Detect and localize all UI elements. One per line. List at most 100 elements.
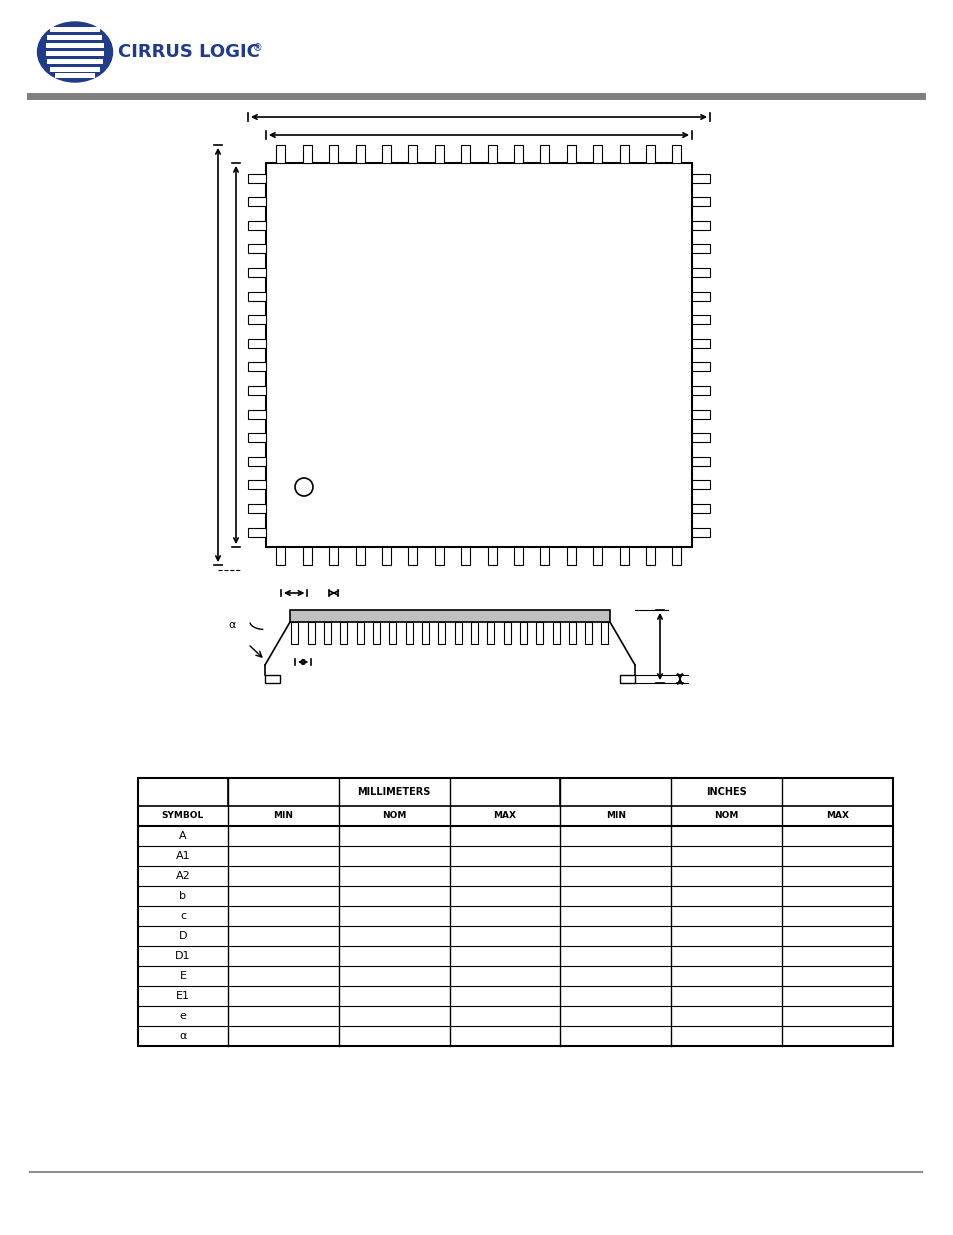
Bar: [437, 622, 445, 643]
Text: A2: A2: [175, 871, 191, 881]
Bar: [691, 221, 709, 230]
Bar: [329, 144, 338, 163]
Bar: [691, 245, 709, 253]
Text: E: E: [179, 971, 186, 981]
Bar: [408, 547, 417, 564]
Bar: [487, 622, 494, 643]
Bar: [691, 291, 709, 300]
Bar: [619, 676, 635, 683]
Bar: [47, 58, 103, 63]
Bar: [382, 144, 391, 163]
Bar: [691, 198, 709, 206]
Bar: [248, 173, 266, 183]
Bar: [266, 163, 691, 547]
Bar: [691, 268, 709, 277]
Bar: [248, 410, 266, 419]
Bar: [691, 527, 709, 536]
Bar: [514, 144, 522, 163]
Text: α: α: [228, 620, 235, 630]
Bar: [324, 622, 331, 643]
Bar: [248, 198, 266, 206]
Bar: [514, 547, 522, 564]
Bar: [248, 291, 266, 300]
Bar: [248, 385, 266, 395]
Bar: [536, 622, 542, 643]
Bar: [389, 622, 396, 643]
Bar: [248, 221, 266, 230]
Bar: [672, 144, 680, 163]
Bar: [691, 410, 709, 419]
Bar: [50, 26, 100, 32]
Bar: [568, 622, 576, 643]
Text: MAX: MAX: [825, 811, 848, 820]
Text: D1: D1: [175, 951, 191, 961]
Bar: [355, 144, 364, 163]
Bar: [46, 51, 104, 56]
Bar: [691, 315, 709, 324]
Text: A1: A1: [175, 851, 190, 861]
Bar: [248, 362, 266, 372]
Text: MIN: MIN: [605, 811, 625, 820]
Bar: [691, 433, 709, 442]
Bar: [540, 144, 549, 163]
Bar: [248, 433, 266, 442]
Text: α: α: [179, 1031, 187, 1041]
Bar: [340, 622, 347, 643]
Bar: [308, 622, 314, 643]
Bar: [248, 245, 266, 253]
Bar: [435, 547, 443, 564]
Bar: [248, 268, 266, 277]
Text: D: D: [178, 931, 187, 941]
Bar: [540, 547, 549, 564]
Bar: [303, 144, 312, 163]
Bar: [373, 622, 379, 643]
Bar: [552, 622, 559, 643]
Bar: [276, 547, 285, 564]
Text: MILLIMETERS: MILLIMETERS: [357, 787, 431, 797]
Bar: [329, 547, 338, 564]
Text: NOM: NOM: [381, 811, 406, 820]
Bar: [645, 144, 655, 163]
Bar: [593, 547, 601, 564]
Bar: [248, 527, 266, 536]
Bar: [503, 622, 510, 643]
Text: SYMBOL: SYMBOL: [162, 811, 204, 820]
Bar: [601, 622, 608, 643]
Text: b: b: [179, 890, 186, 902]
Bar: [691, 504, 709, 513]
Bar: [248, 315, 266, 324]
Text: E1: E1: [175, 990, 190, 1002]
Text: A: A: [179, 831, 187, 841]
Bar: [265, 676, 280, 683]
Bar: [248, 480, 266, 489]
Bar: [593, 144, 601, 163]
Bar: [356, 622, 363, 643]
Text: INCHES: INCHES: [705, 787, 746, 797]
Bar: [619, 144, 628, 163]
Bar: [48, 35, 102, 40]
Bar: [138, 778, 892, 1046]
Bar: [276, 144, 285, 163]
Text: NOM: NOM: [714, 811, 739, 820]
Text: MAX: MAX: [493, 811, 516, 820]
Bar: [461, 144, 470, 163]
Text: ®: ®: [253, 43, 262, 53]
Ellipse shape: [37, 22, 112, 82]
Text: e: e: [179, 1011, 186, 1021]
Bar: [461, 547, 470, 564]
Bar: [487, 144, 497, 163]
Bar: [248, 338, 266, 348]
Bar: [248, 504, 266, 513]
Bar: [455, 622, 461, 643]
Bar: [408, 144, 417, 163]
Bar: [691, 338, 709, 348]
Bar: [248, 457, 266, 466]
Bar: [421, 622, 429, 643]
Bar: [290, 610, 609, 622]
Bar: [566, 547, 576, 564]
Bar: [645, 547, 655, 564]
Bar: [566, 144, 576, 163]
Bar: [382, 547, 391, 564]
Bar: [46, 42, 104, 47]
Bar: [487, 547, 497, 564]
